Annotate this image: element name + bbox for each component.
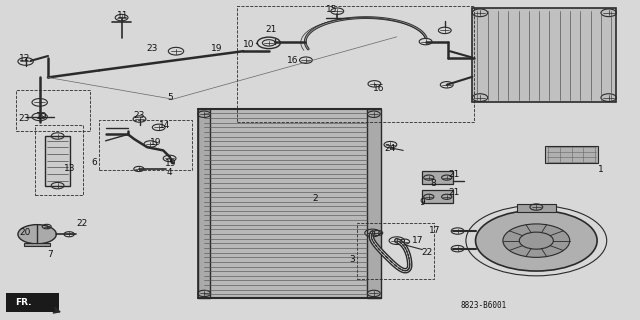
Text: 4: 4 [166,168,172,177]
Circle shape [18,225,56,244]
Text: 11: 11 [116,11,128,20]
Text: 2: 2 [312,194,318,203]
Text: 1: 1 [598,165,604,174]
Text: 21: 21 [448,188,460,197]
Text: 7: 7 [47,250,52,259]
Text: 19: 19 [165,159,177,168]
Text: 14: 14 [159,121,170,130]
Bar [16,90,90,131]
Text: 22: 22 [77,219,88,228]
Bar [45,136,70,186]
Text: 13: 13 [64,164,76,173]
Bar [198,109,381,298]
Text: 23: 23 [18,114,29,123]
Text: 15: 15 [326,5,338,14]
Text: 21: 21 [448,170,460,179]
Text: 19: 19 [211,44,223,53]
Text: 24: 24 [384,144,396,153]
Circle shape [476,210,597,271]
Text: 5: 5 [168,93,173,102]
Text: 6: 6 [91,158,97,167]
Text: 8823-B6001: 8823-B6001 [461,301,507,310]
Text: 19: 19 [36,112,47,121]
Text: 17: 17 [429,226,440,235]
Bar [198,109,210,298]
Text: 8: 8 [430,179,436,188]
Bar [367,109,381,298]
Bar [545,146,598,163]
Bar [35,125,83,195]
Bar [422,171,453,184]
Text: 16: 16 [373,84,385,93]
Text: FR.: FR. [15,298,32,307]
Text: 20: 20 [19,228,31,237]
Text: 23: 23 [133,111,145,120]
Bar [6,293,59,312]
Bar [472,8,616,102]
Bar [357,223,434,279]
Text: 9: 9 [420,198,426,207]
Text: 17: 17 [412,236,424,245]
Bar [422,190,453,203]
Bar [99,120,192,170]
Bar [517,204,556,212]
Text: 22: 22 [421,248,433,257]
Text: 21: 21 [266,25,277,34]
Text: 3: 3 [349,255,355,264]
Text: 12: 12 [19,54,31,63]
Text: 16: 16 [287,56,298,65]
Bar [237,6,474,122]
Bar [24,243,50,246]
Text: 23: 23 [146,44,157,52]
Text: 10: 10 [243,40,255,49]
Text: 19: 19 [150,138,162,147]
Circle shape [503,224,570,257]
